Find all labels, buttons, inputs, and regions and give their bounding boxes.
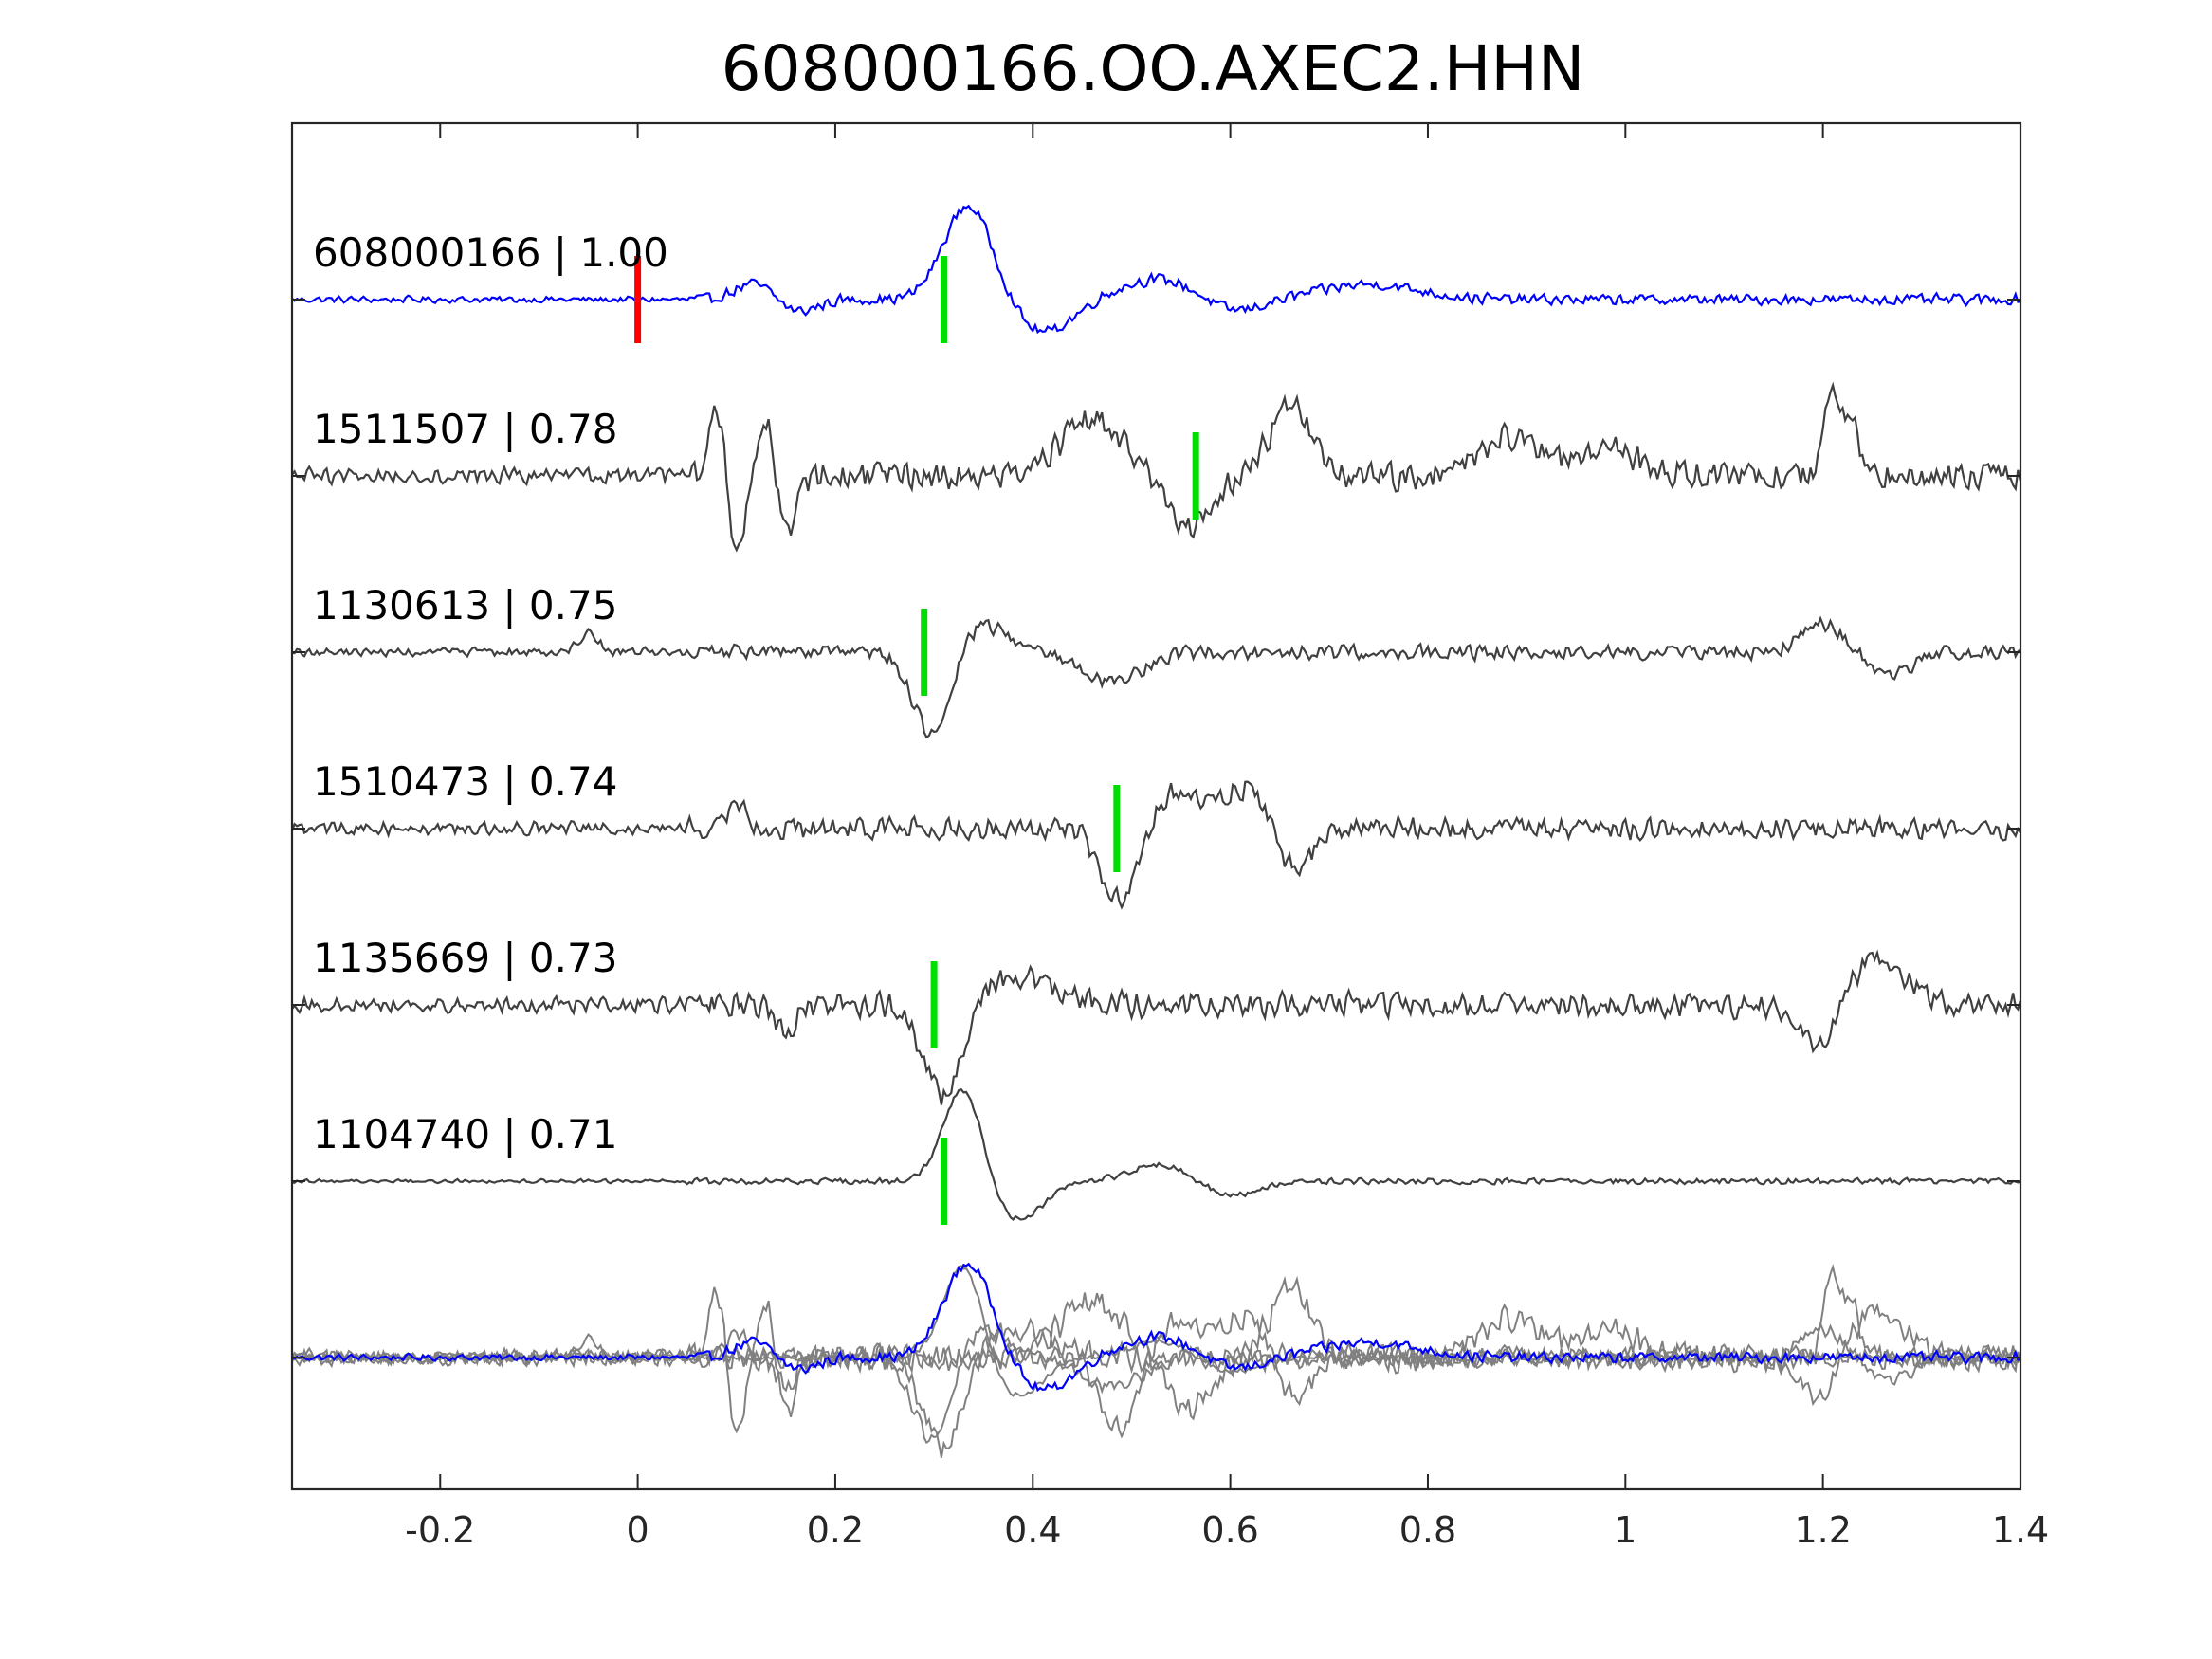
overlay-trace (291, 1309, 2021, 1439)
trace-label: 1510473 | 0.74 (313, 758, 617, 805)
trace-label: 1135669 | 0.73 (313, 935, 617, 981)
axes-frame (290, 121, 2022, 1491)
trace-label: 1104740 | 0.71 (313, 1111, 617, 1158)
trace-label: 1511507 | 0.78 (313, 406, 617, 452)
trace-label: 1130613 | 0.75 (313, 582, 617, 629)
overlay-trace (291, 1302, 2021, 1458)
x-tick-label: 1.4 (1992, 1509, 2049, 1551)
x-tick-label: 0.2 (807, 1509, 864, 1551)
overlay-trace (291, 1321, 2021, 1445)
x-tick-label: 0.8 (1399, 1509, 1456, 1551)
x-tick-label: 1.2 (1794, 1509, 1851, 1551)
overlay-trace (291, 1265, 2021, 1397)
x-tick-label: 0 (627, 1509, 649, 1551)
trace-line (290, 780, 2021, 910)
overlay-master-trace (291, 1262, 2021, 1393)
trace-line (291, 381, 2022, 553)
plot-frame (290, 121, 2022, 1491)
trace-line (291, 949, 2022, 1105)
x-tick-label: -0.2 (405, 1509, 475, 1551)
overlay-group (291, 1262, 2021, 1458)
trace-line (291, 1088, 2021, 1221)
trace-line (291, 204, 2021, 335)
x-axis-ticks: -0.2 0 0.2 0.4 0.6 0.8 1 1.2 1.4 (405, 123, 2049, 1551)
trace-label: 608000166 | 1.00 (313, 229, 668, 276)
overlay-trace (291, 1263, 2021, 1434)
x-tick-label: 0.6 (1201, 1509, 1258, 1551)
chart-title: 608000166.OO.AXEC2.HHN (722, 32, 1585, 105)
traces-group (290, 204, 2022, 1225)
x-tick-label: 1 (1614, 1509, 1636, 1551)
x-tick-label: 0.4 (1004, 1509, 1061, 1551)
trace-labels: 608000166 | 1.00 1511507 | 0.78 1130613 | … (313, 229, 668, 1158)
trace-line (291, 615, 2021, 739)
